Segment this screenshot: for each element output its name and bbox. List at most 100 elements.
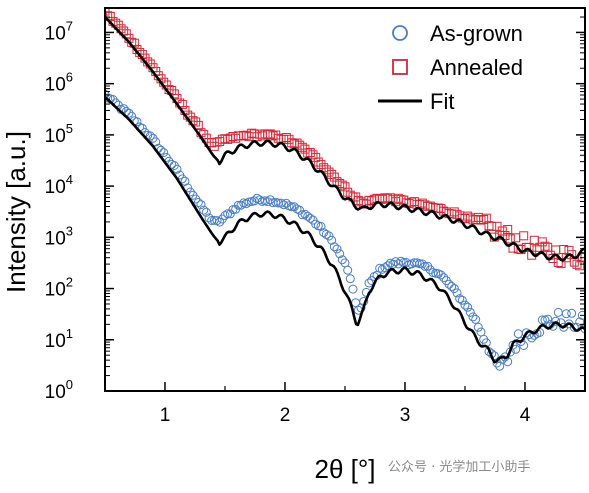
as-grown-point (460, 300, 470, 310)
as-grown-point (473, 322, 483, 332)
as-grown-point (193, 198, 203, 207)
series-fit-2 (105, 96, 585, 364)
as-grown-point (471, 314, 481, 324)
x-tick-label: 3 (400, 405, 411, 426)
y-tick-label: 100 (45, 377, 73, 403)
annealed-point (105, 11, 115, 21)
annealed-point (503, 225, 513, 234)
as-grown-point (364, 278, 374, 288)
annealed-point (492, 221, 502, 231)
series-annealed-1 (105, 8, 585, 271)
as-grown-point (119, 104, 129, 114)
as-grown-point (465, 307, 475, 317)
as-grown-point (519, 341, 529, 350)
x-axis-title: 2θ [°] (315, 454, 376, 484)
annealed-point (340, 182, 350, 192)
as-grown-point (263, 197, 273, 207)
y-tick-label: 101 (45, 326, 73, 352)
annealed-point (327, 169, 337, 179)
as-grown-point (132, 117, 142, 127)
annealed-point (311, 152, 321, 162)
as-grown-point (201, 207, 211, 217)
y-tick-label: 102 (45, 275, 73, 301)
y-axis-title: Intensity [a.u.] (1, 131, 31, 293)
legend-label: Annealed (430, 55, 523, 80)
as-grown-point (316, 221, 326, 231)
tick-labels-layer: 1 2 3 4 100 101 102 103 104 105 106 107 (45, 18, 531, 426)
as-grown-point (447, 282, 457, 291)
series-layer (105, 8, 585, 371)
annealed-point (105, 8, 110, 16)
annealed-point (308, 150, 318, 160)
as-grown-point (553, 307, 563, 317)
y-tick-label: 105 (45, 121, 73, 147)
annealed-point (393, 193, 403, 203)
annealed-point (473, 212, 483, 222)
legend-item-fit: Fit (378, 89, 454, 114)
y-tick-label: 104 (45, 172, 73, 198)
annealed-point (324, 167, 334, 177)
as-grown-point (332, 244, 342, 254)
annealed-point (217, 134, 227, 144)
x-tick-label: 4 (520, 405, 531, 426)
as-grown-point (287, 202, 297, 212)
annealed-point (313, 157, 323, 167)
annealed-point (575, 261, 585, 271)
as-grown-point (127, 111, 137, 121)
as-grown-point (215, 217, 225, 227)
as-grown-point (321, 229, 331, 239)
as-grown-point (335, 249, 345, 259)
as-grown-point (439, 273, 449, 283)
as-grown-point (452, 288, 462, 298)
as-grown-point (236, 200, 246, 210)
annealed-point (479, 215, 489, 224)
ticks-layer (104, 7, 586, 392)
annealed-point (551, 245, 561, 255)
as-grown-point (527, 333, 537, 343)
annealed-point (329, 172, 339, 182)
as-grown-point (543, 314, 553, 324)
series-as-grown-0 (105, 89, 585, 371)
as-grown-point (383, 261, 393, 271)
as-grown-point (220, 211, 230, 220)
as-grown-point (159, 148, 169, 158)
annealed-point (316, 160, 326, 170)
as-grown-point (204, 213, 214, 223)
fit-line (105, 96, 585, 364)
x-tick-label: 1 (160, 405, 171, 426)
as-grown-point (577, 310, 585, 320)
as-grown-point (329, 242, 339, 252)
annealed-point (540, 241, 550, 251)
as-grown-point (276, 198, 286, 208)
annealed-point (433, 203, 443, 213)
as-grown-point (351, 298, 361, 308)
annealed-point (191, 117, 201, 127)
as-grown-point (145, 131, 155, 141)
annealed-point (281, 133, 291, 142)
as-grown-point (343, 265, 353, 275)
as-grown-point (551, 316, 561, 326)
as-grown-point (569, 322, 579, 332)
x-tick-label: 2 (280, 405, 291, 426)
as-grown-point (348, 284, 358, 294)
as-grown-point (241, 199, 251, 209)
annealed-point (409, 197, 419, 207)
as-grown-point (457, 295, 467, 305)
as-grown-point (196, 200, 206, 210)
as-grown-point (337, 255, 347, 265)
as-grown-point (172, 164, 182, 174)
as-grown-point (380, 263, 390, 273)
legend-label: Fit (430, 89, 454, 114)
as-grown-point (575, 317, 585, 327)
as-grown-point (305, 213, 315, 223)
as-grown-point (279, 200, 289, 210)
annealed-point (215, 137, 225, 147)
as-grown-point (228, 205, 238, 215)
annealed-point (436, 204, 446, 214)
annealed-point (351, 192, 361, 202)
as-grown-point (529, 330, 539, 340)
annealed-point (321, 165, 331, 175)
y-tick-label: 103 (45, 223, 73, 249)
as-grown-point (212, 216, 222, 226)
as-grown-point (436, 270, 446, 280)
